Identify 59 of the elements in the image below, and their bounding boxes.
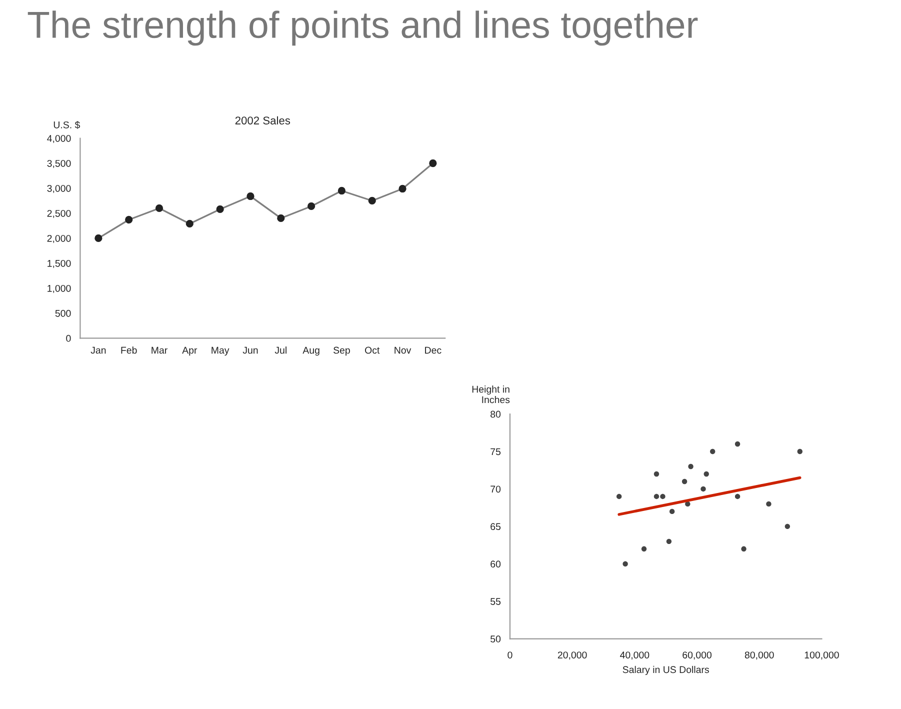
y-tick-label: 3,500	[47, 160, 71, 168]
x-axis-title: Salary in US Dollars	[622, 666, 709, 675]
x-tick-label: Mar	[152, 346, 168, 354]
x-tick-label: Oct	[365, 346, 380, 354]
y-tick-label: 55	[490, 598, 501, 605]
y-tick-label: 3,000	[47, 184, 71, 194]
point	[616, 494, 622, 500]
y-axis-title: Height in Inches	[472, 386, 510, 404]
y-tick-label: 1,000	[48, 284, 71, 293]
y-tick-label: 70	[490, 486, 501, 493]
point	[654, 471, 660, 477]
point	[766, 501, 772, 507]
x-tick-label: 20,000	[558, 652, 587, 660]
point	[660, 494, 666, 500]
y-tick-label: 2,000	[47, 234, 71, 243]
point	[741, 546, 746, 552]
point	[700, 486, 706, 492]
y-tick-label: 4,000	[47, 134, 71, 144]
x-tick-label: Apr	[182, 346, 198, 356]
point	[669, 508, 675, 514]
point	[734, 441, 740, 447]
point	[622, 561, 628, 566]
x-tick-label: 80,000	[744, 652, 774, 660]
y-tick-label: 1,500	[48, 260, 71, 268]
x-tick-label: 0	[508, 652, 512, 658]
y-tick-label: 2,500	[47, 210, 71, 218]
x-tick-label: Nov	[394, 346, 412, 354]
x-tick-label: Jul	[274, 346, 286, 354]
y-tick-label: 50	[490, 636, 501, 642]
y-tick-label: 500	[55, 310, 71, 317]
y-tick-label: 60	[490, 560, 501, 568]
text: The strength of points and lines together	[28, 10, 698, 46]
y-tick-label: 75	[490, 448, 501, 456]
point	[685, 501, 690, 507]
x-tick-label: Sep	[333, 346, 350, 356]
y-tick-label: 65	[490, 523, 501, 530]
x-tick-label: Jun	[242, 346, 258, 354]
point	[688, 464, 694, 470]
chart-title: 2002 Sales	[235, 116, 290, 124]
point	[666, 538, 672, 544]
x-tick-label: 60,000	[682, 652, 712, 660]
x-tick-label: Jan	[90, 346, 106, 354]
point	[784, 524, 790, 530]
y-tick-label: 0	[66, 334, 71, 342]
x-tick-label: Feb	[121, 346, 137, 354]
x-tick-label: 40,000	[620, 652, 650, 660]
y-tick-label: 80	[490, 410, 501, 418]
x-tick-label: Aug	[302, 346, 320, 356]
x-tick-label: Dec	[425, 346, 442, 354]
point	[710, 448, 716, 454]
point	[797, 448, 802, 454]
point	[704, 471, 709, 477]
y-axis-title: U.S. $	[54, 121, 80, 129]
point	[641, 546, 647, 552]
point	[682, 478, 688, 484]
x-tick-label: May	[212, 346, 230, 356]
point	[654, 494, 660, 500]
x-tick-label: 100,000	[804, 652, 839, 660]
point	[734, 494, 740, 500]
